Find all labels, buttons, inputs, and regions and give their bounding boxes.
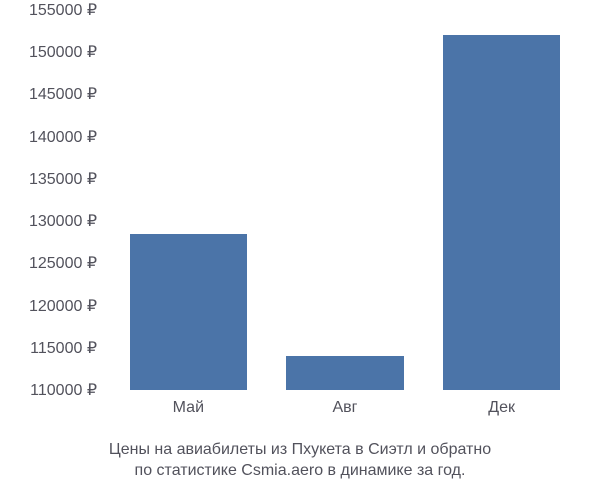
bar: [443, 35, 561, 390]
caption-line-2: по статистике Csmia.aero в динамике за г…: [135, 462, 466, 479]
x-tick-label: Май: [173, 399, 204, 417]
y-tick-label: 125000 ₽: [29, 253, 97, 273]
bar: [130, 234, 248, 390]
chart-plot-area: [110, 10, 580, 390]
chart-caption: Цены на авиабилеты из Пхукета в Сиэтл и …: [0, 439, 600, 482]
y-tick-label: 135000 ₽: [29, 169, 97, 189]
y-tick-label: 130000 ₽: [29, 211, 97, 231]
y-tick-label: 120000 ₽: [29, 296, 97, 316]
y-tick-label: 140000 ₽: [29, 127, 97, 147]
x-axis: Май Авг Дек: [110, 395, 580, 425]
y-tick-label: 145000 ₽: [29, 84, 97, 104]
bar: [286, 356, 404, 390]
y-tick-label: 115000 ₽: [30, 338, 97, 358]
y-tick-label: 110000 ₽: [30, 380, 97, 400]
x-tick-label: Дек: [488, 399, 515, 417]
x-tick-label: Авг: [332, 399, 357, 417]
y-tick-label: 150000 ₽: [29, 42, 97, 62]
y-tick-label: 155000 ₽: [29, 0, 97, 20]
y-axis: 110000 ₽115000 ₽120000 ₽125000 ₽130000 ₽…: [0, 10, 105, 390]
caption-line-1: Цены на авиабилеты из Пхукета в Сиэтл и …: [109, 441, 491, 458]
bars-container: [110, 10, 580, 390]
